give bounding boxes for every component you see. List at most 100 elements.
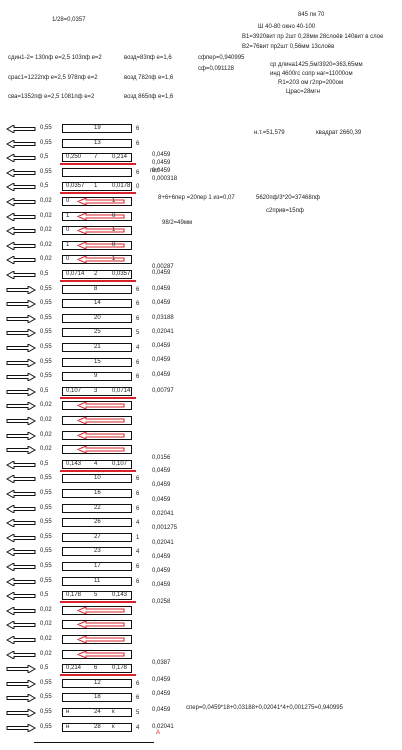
row-left-value: 0,5 xyxy=(40,183,49,189)
row-left-value: 0,02 xyxy=(40,432,52,438)
side-value: 0,0387 xyxy=(152,660,171,666)
row-left-value: 0,55 xyxy=(40,578,52,584)
winding-row xyxy=(62,241,132,250)
arrow-right-icon xyxy=(6,373,36,381)
arrow-right-icon xyxy=(6,329,36,337)
winding-row xyxy=(62,591,132,600)
inductance-note: инд 4600гс сопр наг=11000ом xyxy=(270,71,353,77)
winding-row xyxy=(62,474,132,483)
red-arrow-icon xyxy=(76,432,125,439)
row-left-value: 0,55 xyxy=(40,140,52,146)
nt-value: н.т.=51,579 xyxy=(254,130,285,136)
arrow-right-icon xyxy=(6,694,36,702)
row-left-value: 0,55 xyxy=(40,125,52,131)
calc-turns: 8+6+6пер =20пер 1 из=0,07 xyxy=(158,195,235,201)
winding-row xyxy=(62,285,132,294)
arrow-left-icon xyxy=(6,621,36,629)
side-value: 0,0459 xyxy=(152,372,171,378)
spec-b1: B1=3920вит пр 2шт 0,28мм 28слоёв 140вит … xyxy=(242,34,384,40)
side-value: 0,0459 xyxy=(152,286,171,292)
red-arrow-icon xyxy=(76,651,125,658)
arrow-left-icon xyxy=(6,505,36,513)
arrow-right-icon xyxy=(6,300,36,308)
winding-row xyxy=(62,387,132,396)
kvadrat-value: квадрат 2660,39 xyxy=(316,130,362,136)
row-number: 14 xyxy=(94,300,101,306)
row-number: 28 xyxy=(94,724,101,730)
row-turns: 4 xyxy=(136,725,140,731)
row-number: 8 xyxy=(94,286,98,292)
row-left-value: 0,55 xyxy=(40,709,52,715)
row-left-value: 0,5 xyxy=(40,665,49,671)
row-number: 21 xyxy=(94,344,101,350)
arrow-left-icon xyxy=(6,169,36,177)
separator-red-line xyxy=(60,674,136,676)
winding-row xyxy=(62,328,132,337)
winding-row xyxy=(62,197,132,206)
arrow-left-icon xyxy=(6,198,36,206)
side-value: 0,00287 xyxy=(152,264,174,270)
side-value: 0,000318 xyxy=(152,176,178,182)
winding-row xyxy=(62,693,132,702)
row-left-value: 0,55 xyxy=(40,373,52,379)
row-turns: 4 xyxy=(136,549,140,555)
arrow-right-icon xyxy=(6,344,36,352)
side-value: 0,0459 xyxy=(152,554,171,560)
winding-row xyxy=(62,723,132,732)
separator-red-line xyxy=(60,163,136,165)
winding-row xyxy=(62,139,132,148)
row-turns: 4 xyxy=(136,520,140,526)
row-right-label: к xyxy=(112,709,115,715)
row-left-value: 0,02 xyxy=(40,417,52,423)
row-left-value: 0,02 xyxy=(40,256,52,262)
arrow-left-icon xyxy=(6,461,36,469)
row-turns: 6 xyxy=(136,374,140,380)
row-number: 3 xyxy=(94,388,98,394)
row-left-value: 0,55 xyxy=(40,490,52,496)
row-right-label: 0,107 xyxy=(112,461,128,467)
row-left-label: 0 xyxy=(66,198,70,204)
winding-row xyxy=(62,620,132,629)
side-value: 0,0459 xyxy=(152,468,171,474)
row-left-value: 0,55 xyxy=(40,694,52,700)
row-left-value: 0,5 xyxy=(40,388,49,394)
row-number: 24 xyxy=(94,709,101,715)
side-value: 0,02041 xyxy=(152,511,174,517)
row-left-value: 0,55 xyxy=(40,329,52,335)
arrow-left-icon xyxy=(6,256,36,264)
row-left-value: 0,55 xyxy=(40,724,52,730)
row-left-value: 0,5 xyxy=(40,154,49,160)
row-turns: 6 xyxy=(136,316,140,322)
row-right-label: 0,0178 xyxy=(112,183,131,189)
row-number: 15 xyxy=(94,359,101,365)
pit-label: пит xyxy=(150,168,160,174)
row-left-value: 0,02 xyxy=(40,636,52,642)
capacitance-line-2: срас1=1222пф е=2,5 978пф е=2 xyxy=(8,75,98,81)
row-turns: 6 xyxy=(136,564,140,570)
row-number: 9 xyxy=(94,373,98,379)
spec-main: 845 гм 70 xyxy=(298,12,325,18)
row-right-label: 0,214 xyxy=(112,154,128,160)
row-turns: 6 xyxy=(136,360,140,366)
row-right-label: 0,0714 xyxy=(112,388,131,394)
side-value: 0,03188 xyxy=(152,315,174,321)
arrow-left-icon xyxy=(6,227,36,235)
arrow-right-icon xyxy=(6,388,36,396)
arrow-left-icon xyxy=(6,271,36,279)
winding-row xyxy=(62,577,132,586)
row-left-value: 0,55 xyxy=(40,344,52,350)
row-left-value: 0,55 xyxy=(40,563,52,569)
red-arrow-icon xyxy=(76,621,125,628)
inductance-value: Црас=28мгн xyxy=(286,89,320,95)
side-value: 0,0459 xyxy=(152,482,171,488)
row-right-label: 1 xyxy=(112,227,116,233)
red-arrow-icon xyxy=(76,227,125,234)
arrow-right-icon xyxy=(6,709,36,717)
row-left-value: 0,02 xyxy=(40,198,52,204)
row-left-label: 0,0357 xyxy=(66,183,85,189)
arrow-left-icon xyxy=(6,563,36,571)
spec-window: Ш 40-80 окно 40-100 xyxy=(258,24,316,30)
row-turns: 1 xyxy=(136,535,140,541)
row-turns: 6 xyxy=(136,301,140,307)
side-value: 0,0459 xyxy=(152,691,171,697)
